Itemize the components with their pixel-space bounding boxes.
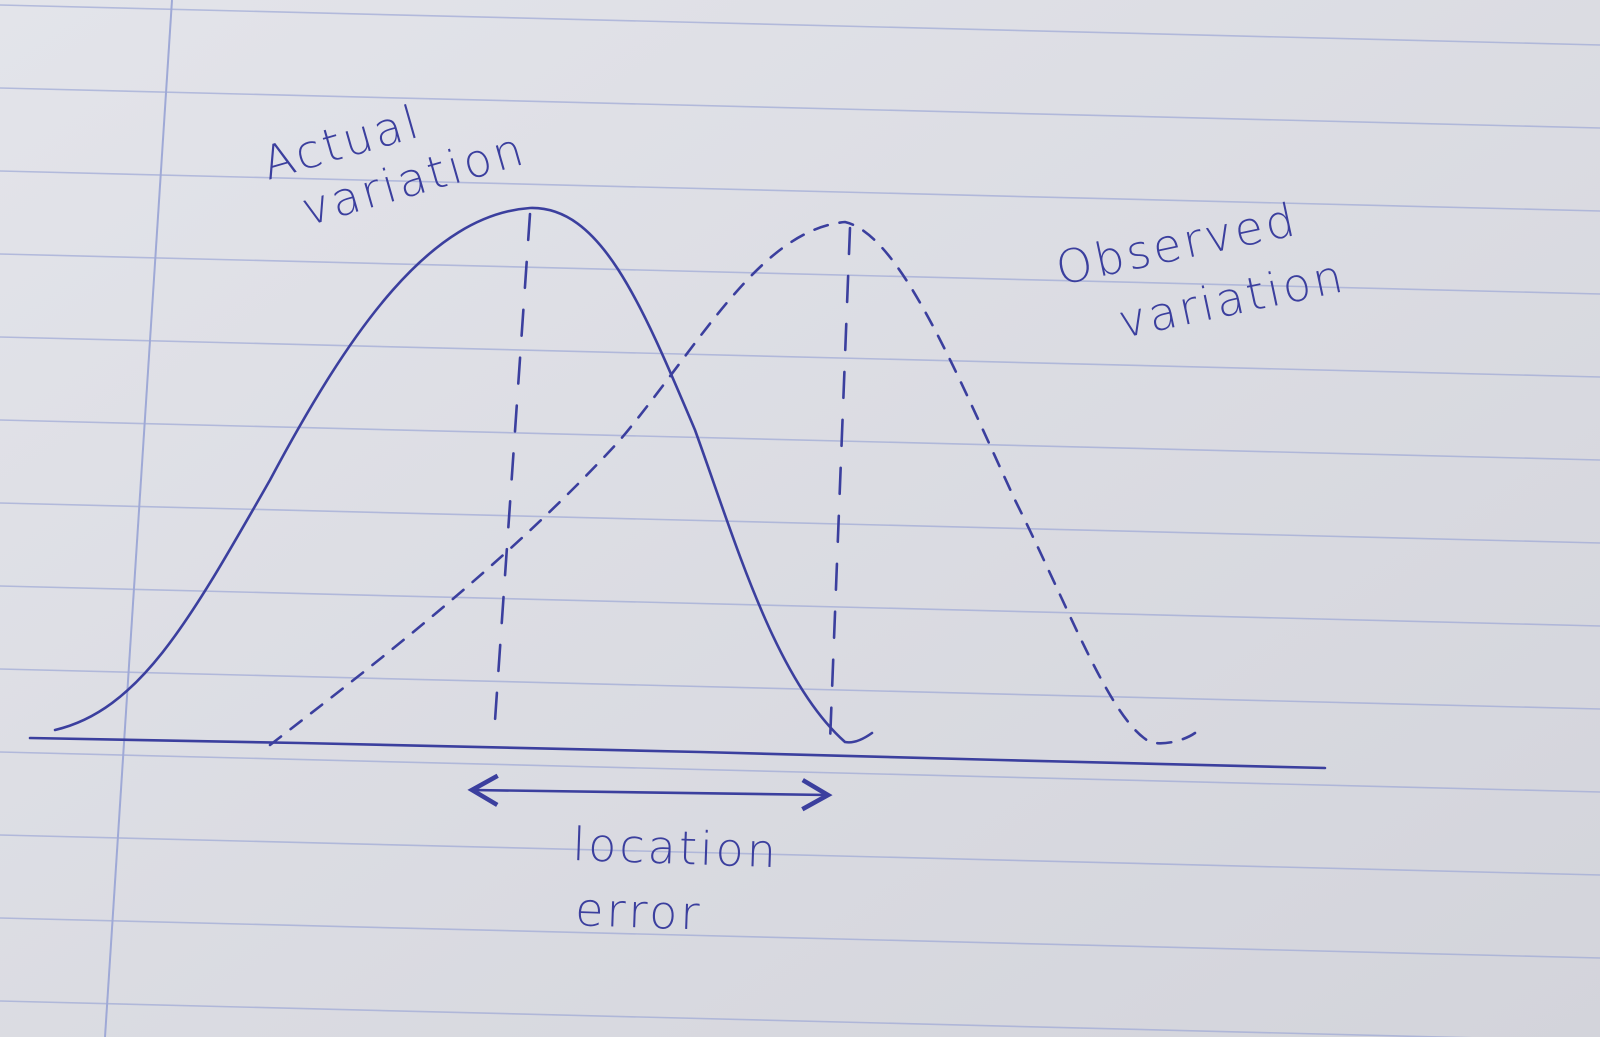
ruled-line (0, 1000, 1473, 1037)
actual-variation-curve (53, 206, 874, 744)
ruled-lines (0, 4, 1600, 1037)
ruled-line (0, 170, 1600, 212)
ruled-line (0, 4, 1600, 46)
error-label-line2: error (574, 882, 703, 940)
ruled-line (0, 502, 1600, 544)
ruled-line (0, 834, 1600, 876)
location-error-arrow (467, 773, 833, 812)
ruled-line (0, 336, 1600, 378)
ruled-line (0, 585, 1600, 627)
ruled-line (0, 751, 1600, 793)
ruled-line (0, 419, 1600, 461)
ruled-line (0, 917, 1600, 959)
ruled-line (0, 87, 1600, 129)
baseline-axis (28, 736, 1327, 770)
actual-peak-line (492, 212, 532, 737)
margin-line (104, 0, 173, 1037)
ruled-line (0, 668, 1600, 710)
error-label-line1: location (572, 817, 780, 878)
observed-peak-line (828, 226, 852, 744)
ruled-line (0, 253, 1600, 295)
